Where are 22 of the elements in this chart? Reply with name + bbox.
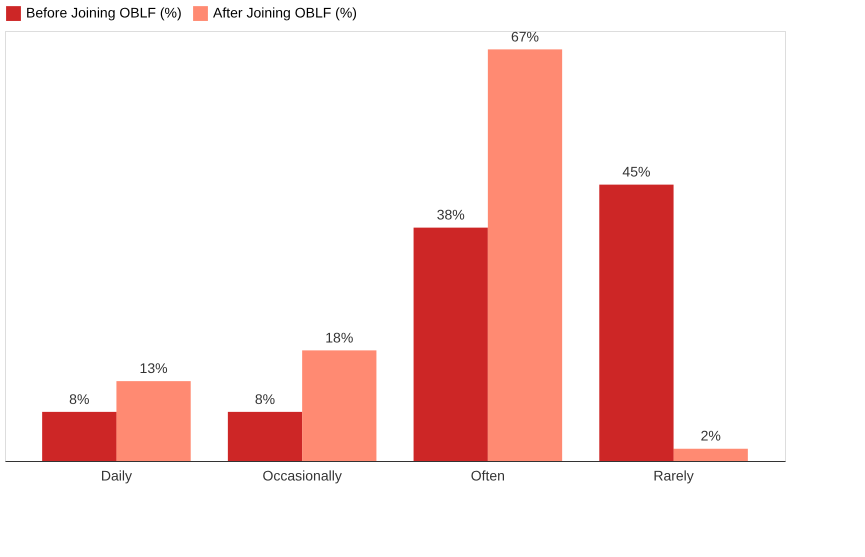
data-label: 2%	[700, 428, 721, 444]
data-label: 8%	[69, 390, 90, 407]
bar	[42, 412, 116, 461]
bar	[414, 228, 488, 461]
bar	[674, 448, 748, 461]
bar	[488, 49, 562, 461]
x-tick-label: Daily	[100, 468, 132, 484]
data-label: 13%	[140, 360, 168, 376]
x-tick-label: Occasionally	[262, 468, 342, 484]
legend-label: Before Joining OBLF (%)	[26, 4, 182, 21]
data-label: 18%	[325, 329, 354, 346]
x-tick-label: Often	[470, 468, 505, 484]
bar	[599, 184, 674, 461]
data-label: 67%	[510, 28, 540, 44]
legend-label: After Joining OBLF (%)	[213, 4, 357, 21]
bar	[302, 350, 376, 461]
x-tick-label: Rarely	[653, 468, 694, 484]
data-label: 8%	[254, 390, 276, 407]
bar	[228, 412, 302, 461]
data-label: 45%	[622, 164, 650, 180]
data-label: 38%	[436, 206, 465, 223]
bar	[116, 381, 191, 461]
